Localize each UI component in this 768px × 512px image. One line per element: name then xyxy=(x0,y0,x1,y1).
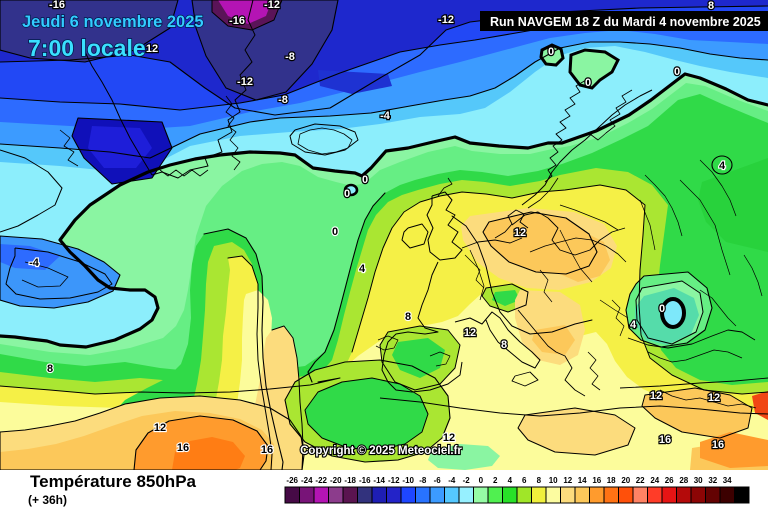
svg-text:-12: -12 xyxy=(264,0,280,11)
svg-text:10: 10 xyxy=(549,476,558,485)
svg-text:-26: -26 xyxy=(286,476,298,485)
svg-text:12: 12 xyxy=(563,476,572,485)
svg-text:26: 26 xyxy=(665,476,674,485)
svg-text:2: 2 xyxy=(493,476,498,485)
svg-text:Jeudi 6 novembre 2025: Jeudi 6 novembre 2025 xyxy=(22,13,204,31)
svg-text:28: 28 xyxy=(679,476,688,485)
svg-text:8: 8 xyxy=(47,363,53,375)
svg-text:24: 24 xyxy=(650,476,659,485)
svg-text:-8: -8 xyxy=(419,476,427,485)
svg-text:12: 12 xyxy=(443,432,455,444)
svg-text:20: 20 xyxy=(621,476,630,485)
svg-text:30: 30 xyxy=(694,476,703,485)
svg-text:0: 0 xyxy=(479,476,484,485)
svg-text:0: 0 xyxy=(548,46,554,58)
svg-text:8: 8 xyxy=(501,339,507,351)
svg-text:-20: -20 xyxy=(330,476,342,485)
svg-text:4: 4 xyxy=(630,319,637,331)
svg-text:0: 0 xyxy=(585,77,591,89)
svg-text:Température 850hPa: Température 850hPa xyxy=(30,472,197,491)
svg-text:-24: -24 xyxy=(301,476,313,485)
svg-text:-12: -12 xyxy=(388,476,400,485)
svg-text:Copyright © 2025 Meteociel.fr: Copyright © 2025 Meteociel.fr xyxy=(300,445,462,457)
svg-text:16: 16 xyxy=(659,434,671,446)
svg-text:12: 12 xyxy=(708,392,720,404)
svg-text:Run NAVGEM 18 Z du Mardi 4 nov: Run NAVGEM 18 Z du Mardi 4 novembre 2025 xyxy=(490,15,761,29)
svg-text:16: 16 xyxy=(712,439,724,451)
svg-text:8: 8 xyxy=(708,0,714,12)
svg-text:14: 14 xyxy=(578,476,587,485)
svg-text:-22: -22 xyxy=(315,476,327,485)
svg-text:6: 6 xyxy=(522,476,527,485)
svg-text:0: 0 xyxy=(332,226,338,238)
svg-text:0: 0 xyxy=(344,188,350,200)
svg-text:4: 4 xyxy=(359,263,366,275)
svg-text:(+ 36h): (+ 36h) xyxy=(28,493,67,507)
svg-text:-12: -12 xyxy=(237,76,253,88)
svg-text:12: 12 xyxy=(154,422,166,434)
svg-text:-14: -14 xyxy=(373,476,385,485)
svg-text:-4: -4 xyxy=(448,476,456,485)
svg-text:-16: -16 xyxy=(49,0,65,11)
svg-text:16: 16 xyxy=(592,476,601,485)
svg-text:32: 32 xyxy=(708,476,717,485)
svg-text:-6: -6 xyxy=(434,476,442,485)
svg-text:-10: -10 xyxy=(402,476,414,485)
svg-text:12: 12 xyxy=(464,327,476,339)
svg-text:-8: -8 xyxy=(278,94,288,106)
svg-text:8: 8 xyxy=(405,311,411,323)
svg-text:22: 22 xyxy=(636,476,645,485)
svg-text:0: 0 xyxy=(659,303,665,315)
svg-text:-8: -8 xyxy=(285,51,295,63)
svg-text:12: 12 xyxy=(146,43,158,55)
svg-text:-4: -4 xyxy=(380,110,391,122)
svg-text:-16: -16 xyxy=(359,476,371,485)
svg-text:34: 34 xyxy=(723,476,732,485)
svg-text:-18: -18 xyxy=(344,476,356,485)
svg-text:8: 8 xyxy=(537,476,542,485)
svg-text:12: 12 xyxy=(514,227,526,239)
svg-text:18: 18 xyxy=(607,476,616,485)
svg-text:0: 0 xyxy=(362,174,368,186)
svg-text:-12: -12 xyxy=(438,14,454,26)
svg-text:-16: -16 xyxy=(229,15,245,27)
svg-text:-2: -2 xyxy=(463,476,471,485)
svg-text:16: 16 xyxy=(261,444,273,456)
svg-text:4: 4 xyxy=(719,160,726,172)
svg-text:0: 0 xyxy=(674,66,680,78)
svg-text:16: 16 xyxy=(177,442,189,454)
svg-text:12: 12 xyxy=(650,390,662,402)
svg-text:7:00 locale: 7:00 locale xyxy=(28,35,146,61)
svg-text:4: 4 xyxy=(508,476,513,485)
svg-text:-4: -4 xyxy=(29,257,40,269)
